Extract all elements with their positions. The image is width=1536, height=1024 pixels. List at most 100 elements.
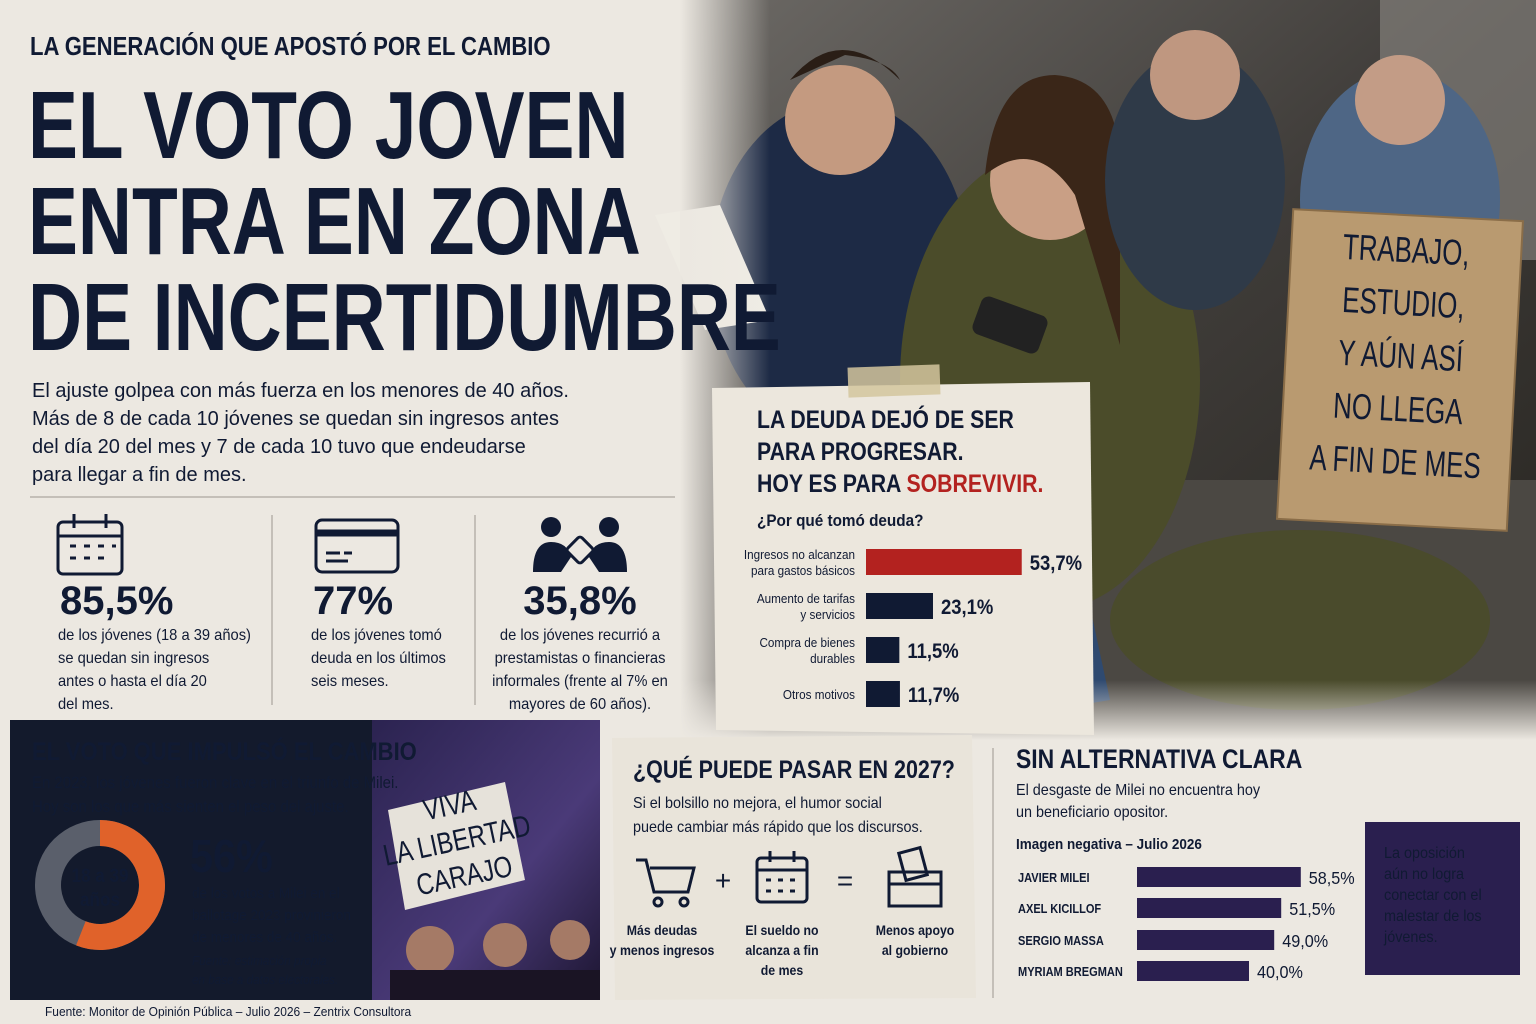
stat-text: de los jóvenes tomó (311, 626, 442, 644)
card-title: PARA PROGRESAR. (757, 437, 964, 465)
intro-text: del día 20 del mes y 7 de cada 10 tuvo q… (32, 436, 526, 458)
scenario-label: al gobierno (882, 942, 948, 958)
stat-text: antes o hasta el día 20 (58, 672, 207, 690)
footer: Fuente: Monitor de Opinión Pública – Jul… (45, 1005, 411, 1020)
protest-sign (1275, 208, 1525, 532)
bar (866, 637, 900, 663)
stat-text: deuda en los últimos (311, 649, 446, 667)
kicker: LA GENERACIÓN QUE APOSTÓ POR EL CAMBIO (30, 31, 551, 61)
bar (1137, 930, 1275, 950)
scenario-label: alcanza a fin (745, 942, 818, 958)
scenario-label: y menos ingresos (610, 942, 715, 958)
card-title: ¿QUÉ PUEDE PASAR EN 2027? (633, 754, 955, 783)
value-label: 49,0% (1282, 931, 1328, 951)
stat-figure: 85,5% (60, 579, 173, 623)
category-label: durables (810, 651, 855, 666)
scenario-label: Más deudas (627, 922, 697, 938)
tape (847, 364, 941, 398)
note-text: conectar con el (1384, 886, 1482, 904)
headline: ENTRA EN ZONA (28, 168, 641, 275)
category-label: Aumento de tarifas (757, 591, 855, 606)
category-label: para gastos básicos (751, 563, 855, 578)
note-text: La oposición (1384, 844, 1465, 862)
value-label: 40,0% (1257, 962, 1303, 982)
panel-text: En 2023, los jóvenes fueron clave en el … (32, 774, 398, 792)
sign-line: TRABAJO, (1342, 227, 1471, 274)
sign-text: TRABAJO, ESTUDIO, Y AÚN ASÍ NO LLEGA A FIN D… (1309, 227, 1482, 487)
note-text: aún no logra (1384, 865, 1465, 883)
category-label: y servicios (800, 607, 855, 622)
ballot-icon (887, 845, 943, 908)
value-label: 51,5% (1289, 899, 1335, 919)
stat-text: del mes. (58, 695, 114, 713)
category-label: Otros motivos (783, 687, 855, 702)
panel-text: de menores de 40 años. (192, 929, 337, 946)
sign-line: ESTUDIO, (1341, 280, 1465, 327)
headline: EL VOTO JOVEN (28, 72, 629, 179)
scenario-label: Menos apoyo (876, 922, 955, 938)
card-icon (314, 518, 400, 574)
cart-icon (636, 858, 696, 908)
bar (866, 549, 1022, 575)
panel-text: Hoy son los que más sienten el peso del … (32, 798, 349, 816)
exchange-icon (533, 517, 627, 572)
source-note: en base a datos electorales. (192, 972, 338, 987)
section-text: El desgaste de Milei no encuentra hoy (1016, 781, 1260, 799)
sign-line: Y AÚN ASÍ (1337, 333, 1464, 380)
bar (1137, 867, 1301, 887)
panel-title: EL VOTO QUE IMPULSÓ EL CAMBIO (32, 737, 417, 766)
stat-text: se quedan sin ingresos (58, 649, 210, 667)
donut-center: años (80, 889, 120, 910)
category-label: JAVIER MILEI (1018, 870, 1090, 885)
section-title: SIN ALTERNATIVA CLARA (1016, 744, 1302, 774)
stat-text: prestamistas o financieras (495, 649, 666, 667)
category-label: AXEL KICILLOF (1018, 901, 1101, 916)
sign-line: A FIN DE MES (1309, 437, 1482, 486)
operator: + (715, 865, 731, 896)
donut-value: 56% (190, 831, 273, 883)
stat-text: de los jóvenes recurrió a (500, 626, 661, 644)
value-label: 58,5% (1309, 868, 1355, 888)
bar (1137, 898, 1282, 918)
stat-figure: 77% (313, 579, 393, 623)
bar (866, 593, 933, 619)
note-text: malestar de los (1384, 907, 1482, 925)
value-label: 11,5% (907, 640, 959, 663)
donut-segment (76, 820, 165, 950)
category-label: Ingresos no alcanzan (744, 547, 855, 562)
note-text: jóvenes. (1383, 928, 1438, 946)
stat-text: seis meses. (311, 672, 389, 690)
intro-text: El ajuste golpea con más fuerza en los m… (32, 380, 569, 402)
category-label: Compra de bienes (759, 635, 855, 650)
category-label: MYRIAM BREGMAN (1018, 964, 1123, 979)
crowd-sign (388, 782, 525, 910)
donut-center: 18 a 39 (71, 865, 128, 886)
card-title: LA DEUDA DEJÓ DE SER (757, 404, 1014, 433)
scenario-label: El sueldo no (745, 922, 818, 938)
panel-text: de los votos a Milei en el (192, 885, 340, 902)
card-text: puede cambiar más rápido que los discurs… (633, 818, 923, 836)
chart-subtitle: ¿Por qué tomó deuda? (757, 511, 923, 530)
bar (1137, 961, 1249, 981)
source-note: Fuente: estimación propia (192, 953, 327, 968)
panel-text: ballotage 2023 provinieron (192, 907, 351, 924)
sign-line: NO LLEGA (1332, 385, 1464, 432)
value-label: 53,7% (1030, 552, 1083, 575)
note-box (1365, 822, 1520, 975)
title-highlight: SOBREVIVIR. (906, 469, 1043, 497)
chart-title: Imagen negativa – Julio 2026 (1016, 836, 1202, 853)
stat-figure: 35,8% (523, 579, 636, 623)
operator: = (837, 865, 853, 896)
category-label: SERGIO MASSA (1018, 933, 1104, 948)
scenario-card (612, 735, 976, 1000)
headline: DE INCERTIDUMBRE (28, 264, 781, 371)
value-label: 11,7% (908, 684, 960, 707)
value-label: 23,1% (941, 596, 994, 619)
section-text: un beneficiario opositor. (1016, 803, 1168, 821)
scenario-label: de mes (761, 962, 803, 978)
intro-text: Más de 8 de cada 10 jóvenes se quedan si… (32, 408, 559, 430)
intro-text: para llegar a fin de mes. (32, 464, 247, 486)
card-text: Si el bolsillo no mejora, el humor socia… (633, 794, 882, 812)
